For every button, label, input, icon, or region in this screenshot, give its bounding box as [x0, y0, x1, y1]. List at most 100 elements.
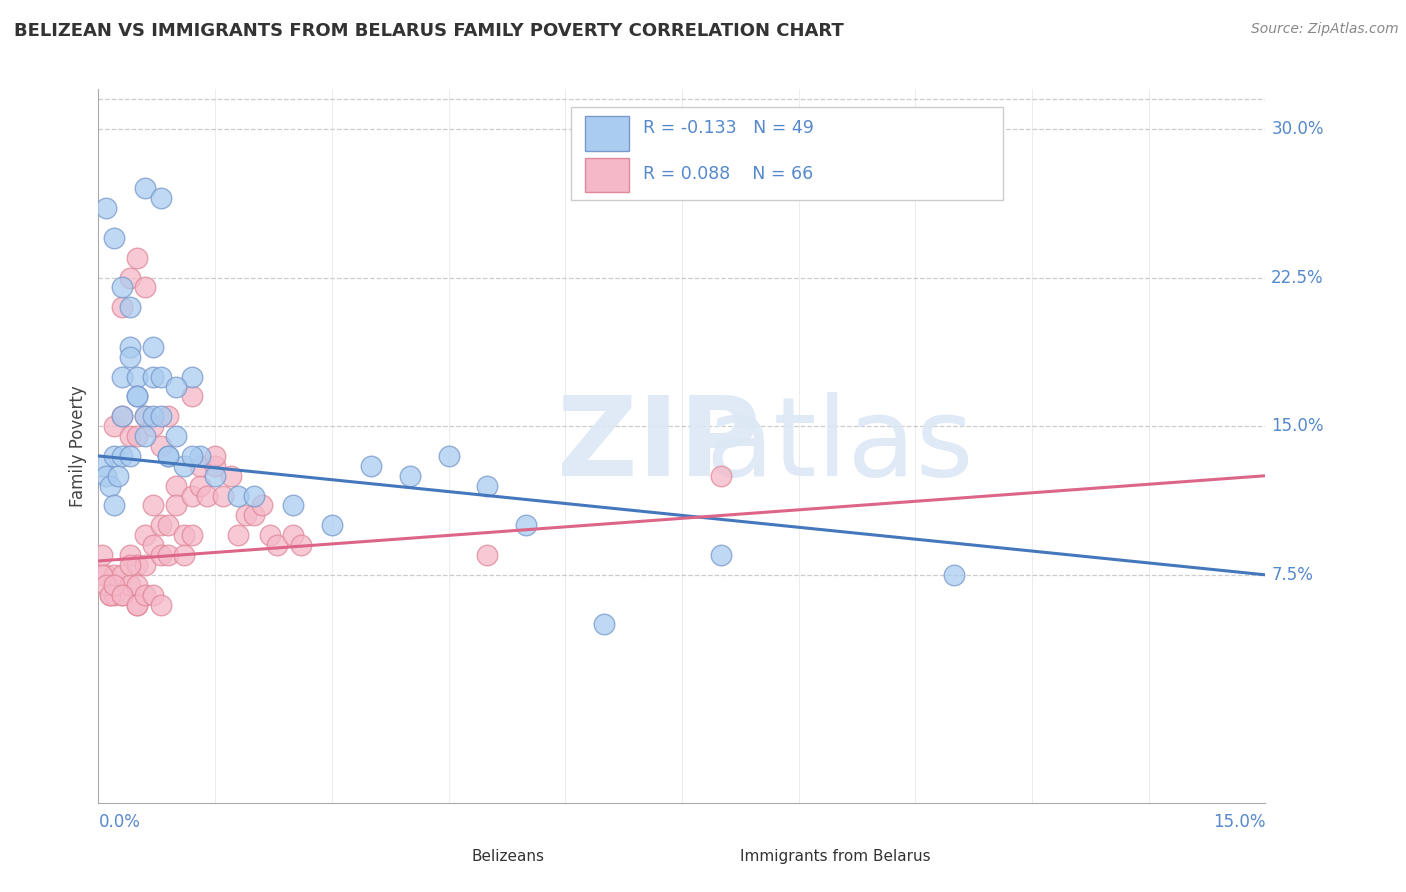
- Point: [111, 369, 134, 384]
- FancyBboxPatch shape: [425, 842, 465, 871]
- Text: atlas: atlas: [706, 392, 974, 500]
- Point: [180, 369, 202, 384]
- Point: [250, 499, 273, 513]
- Point: [180, 449, 202, 463]
- FancyBboxPatch shape: [571, 107, 1002, 200]
- Point: [111, 588, 134, 602]
- Point: [281, 528, 304, 542]
- Point: [943, 567, 966, 582]
- Text: 30.0%: 30.0%: [1271, 120, 1323, 138]
- Point: [142, 588, 165, 602]
- Point: [111, 449, 134, 463]
- Point: [98, 478, 121, 492]
- Point: [281, 499, 304, 513]
- Point: [111, 280, 134, 294]
- Point: [204, 468, 226, 483]
- Text: Source: ZipAtlas.com: Source: ZipAtlas.com: [1251, 22, 1399, 37]
- Point: [165, 429, 187, 443]
- Point: [180, 489, 202, 503]
- Point: [710, 548, 733, 562]
- Point: [149, 191, 172, 205]
- Point: [173, 458, 195, 473]
- Point: [127, 558, 149, 572]
- Point: [118, 578, 141, 592]
- Point: [111, 409, 134, 424]
- Point: [118, 300, 141, 314]
- Point: [165, 379, 187, 393]
- Text: 7.5%: 7.5%: [1271, 566, 1313, 584]
- Point: [195, 489, 218, 503]
- Point: [107, 468, 129, 483]
- Point: [142, 538, 165, 552]
- Point: [188, 478, 211, 492]
- Point: [134, 558, 156, 572]
- Text: 15.0%: 15.0%: [1213, 813, 1265, 830]
- Point: [593, 617, 616, 632]
- Point: [259, 528, 281, 542]
- Point: [149, 518, 172, 533]
- Point: [142, 419, 165, 434]
- Point: [91, 458, 114, 473]
- Point: [134, 429, 156, 443]
- Point: [127, 389, 149, 403]
- Point: [111, 567, 134, 582]
- Point: [142, 340, 165, 354]
- Point: [290, 538, 312, 552]
- Point: [118, 558, 141, 572]
- Point: [127, 598, 149, 612]
- Point: [157, 518, 180, 533]
- Point: [134, 409, 156, 424]
- Point: [118, 350, 141, 364]
- Point: [127, 389, 149, 403]
- Text: ZIP: ZIP: [557, 392, 761, 500]
- Text: R = -0.133   N = 49: R = -0.133 N = 49: [644, 120, 814, 137]
- Point: [149, 598, 172, 612]
- Point: [134, 528, 156, 542]
- Point: [180, 389, 202, 403]
- Point: [235, 508, 257, 523]
- Point: [96, 468, 118, 483]
- Point: [127, 369, 149, 384]
- Point: [437, 449, 460, 463]
- Point: [142, 409, 165, 424]
- Text: Belizeans: Belizeans: [472, 849, 546, 863]
- Point: [111, 300, 134, 314]
- Text: Immigrants from Belarus: Immigrants from Belarus: [741, 849, 931, 863]
- Text: 22.5%: 22.5%: [1271, 268, 1324, 286]
- Point: [204, 458, 226, 473]
- Point: [127, 598, 149, 612]
- Point: [149, 439, 172, 453]
- Point: [266, 538, 288, 552]
- Point: [188, 449, 211, 463]
- Point: [149, 409, 172, 424]
- FancyBboxPatch shape: [693, 842, 734, 871]
- Point: [228, 528, 250, 542]
- Point: [360, 458, 382, 473]
- Point: [98, 588, 121, 602]
- Point: [118, 429, 141, 443]
- Point: [118, 449, 141, 463]
- Point: [134, 181, 156, 195]
- Point: [180, 528, 202, 542]
- FancyBboxPatch shape: [585, 116, 630, 151]
- Point: [212, 489, 235, 503]
- Point: [710, 468, 733, 483]
- Point: [127, 429, 149, 443]
- Text: 15.0%: 15.0%: [1271, 417, 1323, 435]
- Point: [188, 458, 211, 473]
- Point: [477, 548, 499, 562]
- Point: [157, 409, 180, 424]
- Point: [103, 588, 125, 602]
- Point: [219, 468, 242, 483]
- Point: [149, 548, 172, 562]
- Point: [111, 409, 134, 424]
- Point: [103, 567, 125, 582]
- Point: [118, 340, 141, 354]
- Point: [96, 567, 118, 582]
- Point: [103, 449, 125, 463]
- Point: [173, 528, 195, 542]
- Point: [477, 478, 499, 492]
- Point: [165, 478, 187, 492]
- Point: [157, 548, 180, 562]
- Point: [96, 201, 118, 215]
